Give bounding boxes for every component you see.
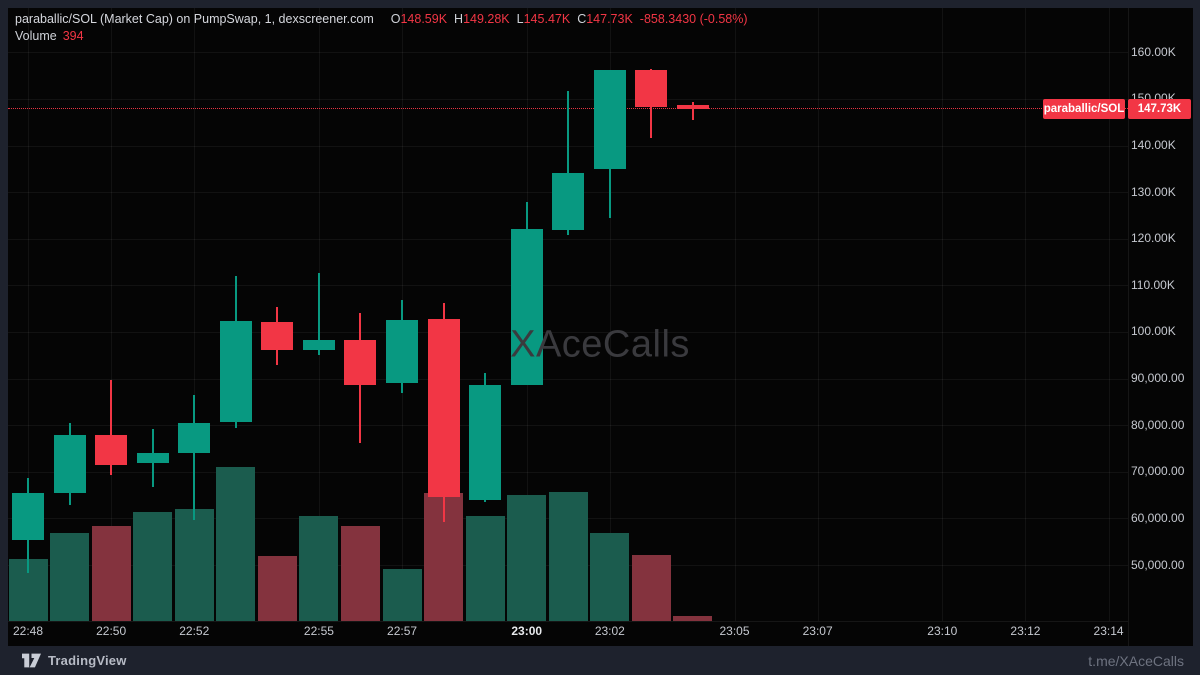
last-price-symbol-tag: paraballic/SOL <box>1043 99 1125 120</box>
tradingview-brand-link[interactable]: TradingView <box>22 653 127 668</box>
watermark: XAceCalls <box>510 323 690 366</box>
footer-credit: t.me/XAceCalls <box>1088 653 1184 669</box>
high-value: 149.28K <box>463 12 510 26</box>
symbol-title: paraballic/SOL (Market Cap) on PumpSwap,… <box>15 12 374 26</box>
high-label: H <box>454 12 464 26</box>
time-axis[interactable] <box>8 621 1128 646</box>
open-label: O <box>390 12 401 26</box>
low-label: L <box>516 12 524 26</box>
close-value: 147.73K <box>586 12 633 26</box>
volume-legend: Volume 394 <box>15 29 84 43</box>
close-label: C <box>577 12 587 26</box>
ohlc-values: O148.59K H149.28K L145.47K C147.73K -858.343… <box>384 12 748 26</box>
volume-label: Volume <box>15 29 57 43</box>
chart-pane[interactable] <box>8 8 1128 621</box>
volume-value: 394 <box>62 29 84 43</box>
footer-bar: TradingView t.me/XAceCalls <box>0 646 1200 675</box>
last-price-value-tag: 147.73K <box>1128 99 1191 120</box>
tradingview-logo-icon <box>22 653 41 668</box>
tradingview-brand-label: TradingView <box>48 653 127 668</box>
low-value: 145.47K <box>523 12 571 26</box>
symbol-legend: paraballic/SOL (Market Cap) on PumpSwap,… <box>15 12 748 26</box>
change-value: -858.3430 (-0.58%) <box>639 12 748 26</box>
open-value: 148.59K <box>400 12 448 26</box>
